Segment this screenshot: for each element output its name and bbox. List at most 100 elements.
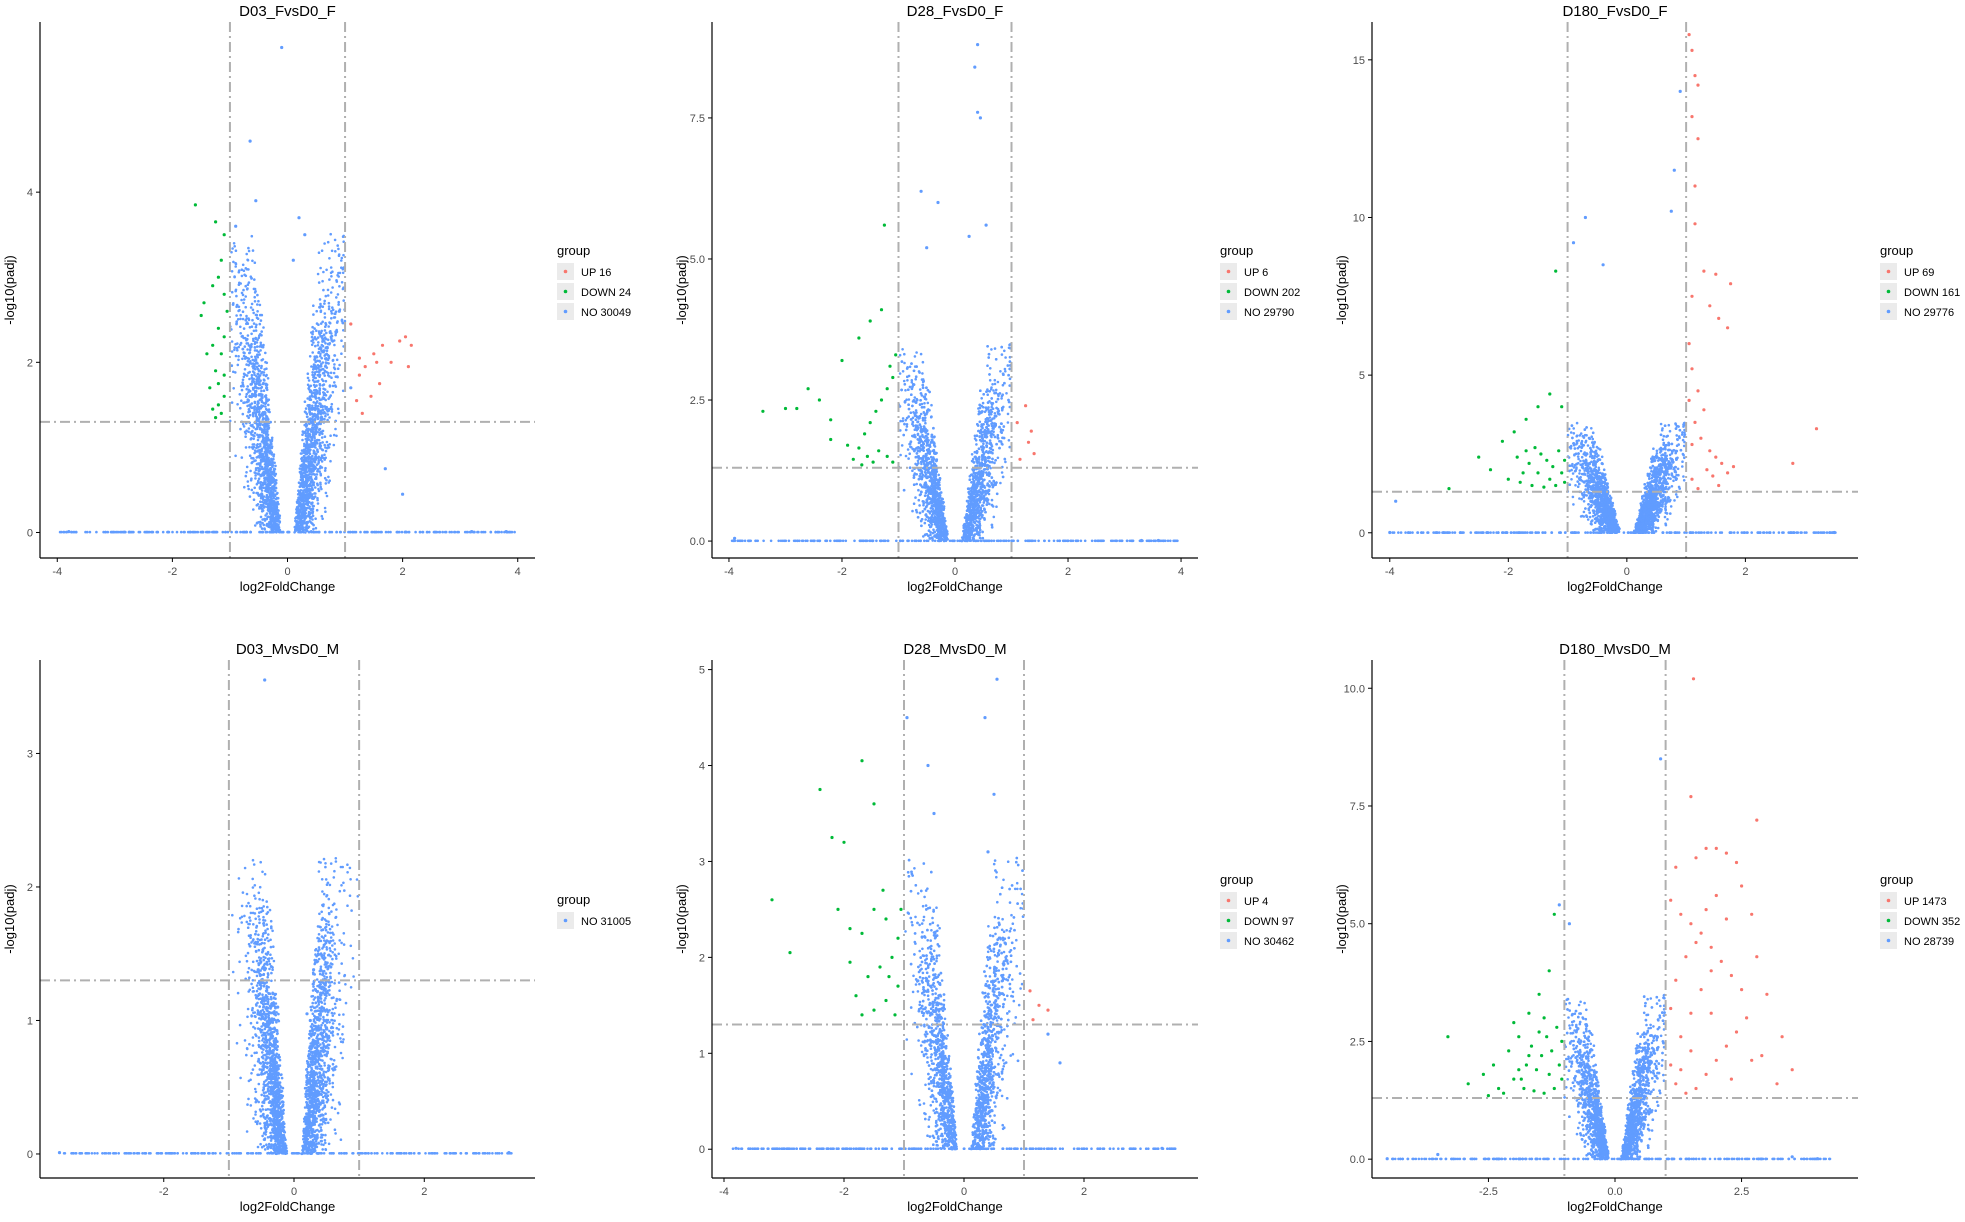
- point-no: [299, 483, 303, 486]
- point-no: [330, 309, 333, 313]
- point-no: [252, 457, 255, 460]
- point-no: [328, 396, 332, 399]
- point-no: [318, 373, 322, 377]
- point-no: [932, 504, 936, 508]
- point-no: [970, 481, 973, 484]
- point-no: [129, 530, 133, 534]
- point-no: [249, 403, 252, 407]
- point-no: [241, 317, 245, 321]
- point-no: [988, 460, 992, 464]
- point-no: [473, 530, 476, 534]
- point-no: [254, 199, 258, 203]
- point-no: [259, 496, 263, 500]
- point-no: [330, 249, 334, 253]
- point-no: [254, 471, 257, 475]
- point-no: [986, 498, 990, 502]
- point-no: [907, 398, 911, 401]
- point-no: [303, 515, 306, 519]
- point-no: [374, 530, 378, 534]
- point-no: [979, 428, 983, 432]
- point-no: [903, 361, 906, 365]
- point-no: [239, 332, 242, 335]
- point-no: [256, 406, 260, 409]
- point-no: [311, 480, 314, 484]
- point-no: [908, 385, 912, 389]
- point-no: [246, 287, 249, 290]
- point-no: [304, 437, 308, 441]
- point-no: [318, 364, 322, 368]
- point-no: [253, 392, 256, 396]
- point-no: [322, 288, 325, 292]
- point-no: [316, 502, 320, 505]
- point-no: [336, 244, 340, 247]
- point-no: [259, 506, 263, 510]
- point-no: [995, 492, 999, 496]
- point-no: [316, 380, 320, 383]
- point-no: [968, 527, 972, 531]
- point-no: [314, 392, 318, 396]
- point-no: [275, 515, 279, 518]
- point-no: [301, 438, 304, 442]
- point-no: [935, 459, 938, 463]
- point-no: [466, 530, 470, 534]
- point-no: [268, 506, 272, 509]
- point-no: [264, 514, 267, 517]
- point-no: [407, 530, 411, 534]
- legend-entry-label: NO 30049: [581, 307, 631, 319]
- point-no: [313, 530, 317, 534]
- point-no: [67, 530, 71, 534]
- point-no: [323, 299, 327, 303]
- point-no: [247, 399, 250, 402]
- point-no: [925, 458, 929, 461]
- point-no: [304, 456, 307, 460]
- point-no: [256, 293, 259, 297]
- point-no: [316, 344, 320, 347]
- point-no: [243, 357, 247, 360]
- point-no: [323, 374, 327, 377]
- point-no: [245, 363, 248, 366]
- point-no: [1003, 349, 1006, 353]
- point-no: [309, 417, 312, 420]
- point-no: [932, 520, 936, 523]
- point-no: [327, 475, 330, 479]
- point-no: [260, 527, 264, 530]
- point-no: [246, 480, 250, 483]
- point-no: [221, 530, 225, 534]
- point-no: [308, 355, 312, 358]
- point-no: [232, 370, 235, 374]
- point-no: [263, 439, 266, 443]
- point-no: [259, 319, 263, 322]
- point-no: [311, 373, 314, 377]
- point-no: [982, 442, 985, 446]
- point-no: [318, 298, 322, 301]
- point-no: [314, 526, 318, 530]
- point-no: [301, 505, 305, 509]
- point-no: [308, 410, 311, 414]
- point-no: [317, 351, 320, 355]
- point-no: [255, 353, 259, 357]
- point-no: [264, 471, 267, 474]
- point-no: [264, 383, 268, 387]
- point-no: [323, 458, 327, 461]
- point-no: [246, 356, 249, 360]
- point-no: [72, 530, 75, 534]
- point-no: [240, 456, 244, 459]
- point-no: [252, 287, 256, 291]
- point-no: [261, 457, 265, 460]
- point-no: [333, 363, 336, 366]
- point-no: [919, 493, 922, 496]
- point-no: [145, 530, 148, 534]
- point-no: [248, 348, 252, 352]
- point-no: [300, 456, 304, 460]
- point-no: [312, 427, 315, 431]
- point-no: [317, 323, 320, 327]
- chart-title: D03_FvsD0_F: [239, 3, 336, 20]
- point-no: [266, 427, 270, 431]
- point-no: [260, 366, 263, 370]
- volcano-panel-2: -4 -2 0 2 40.02.55.07.5D28_FvsD0_Flog2FoldCh…: [674, 3, 1300, 594]
- point-no: [301, 480, 305, 483]
- point-no: [312, 457, 316, 461]
- point-no: [305, 415, 309, 419]
- point-no: [922, 441, 925, 444]
- point-no: [303, 400, 307, 404]
